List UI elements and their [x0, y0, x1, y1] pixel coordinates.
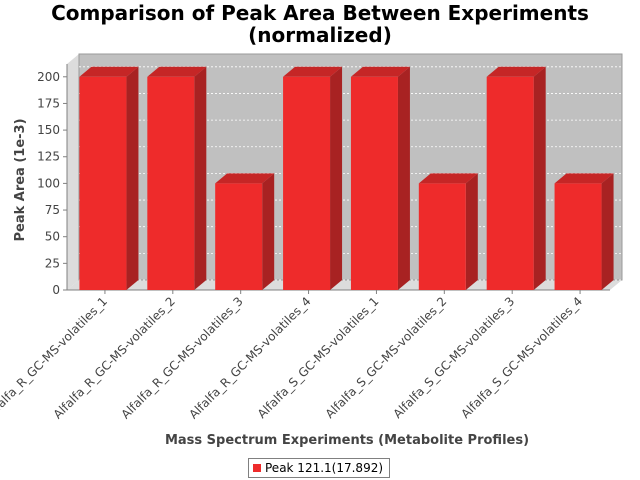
x-axis-ticks: Alfalfa_R_GC-MS-volatiles_1Alfalfa_R_GC-… [0, 290, 585, 422]
y-tick-label: 50 [45, 230, 60, 244]
bar [350, 76, 398, 290]
bar-top [147, 66, 207, 77]
bar-side [194, 66, 207, 290]
bar-top [486, 66, 546, 77]
y-tick-label: 25 [45, 256, 60, 270]
x-tick-label: Alfalfa_R_GC-MS-volatiles_4 [186, 294, 313, 421]
x-tick-label: Alfalfa_R_GC-MS-volatiles_1 [0, 294, 110, 421]
y-tick-label: 150 [37, 123, 60, 137]
chart-title-line1: Comparison of Peak Area Between Experime… [51, 1, 589, 25]
bar-top [554, 173, 614, 184]
y-tick-label: 175 [37, 96, 60, 110]
x-tick-label: Alfalfa_R_GC-MS-volatiles_2 [51, 294, 178, 421]
bar-top [215, 173, 275, 184]
plot-floor [67, 280, 622, 290]
y-tick-label: 100 [37, 176, 60, 190]
y-tick-label: 200 [37, 70, 60, 84]
bar-side [533, 66, 546, 290]
bar-side [330, 66, 343, 290]
x-tick-label: Alfalfa_S_GC-MS-volatiles_2 [323, 294, 450, 421]
bar [147, 76, 195, 290]
bar-top [350, 66, 410, 77]
bar [79, 76, 127, 290]
y-axis-ticks: 0 25 50 75 100 125 150 175 200 [37, 70, 67, 297]
legend: Peak 121.1(17.892) [248, 458, 391, 478]
bar [418, 183, 466, 290]
bar-side [465, 173, 478, 290]
x-axis-label: Mass Spectrum Experiments (Metabolite Pr… [165, 433, 529, 448]
y-axis-label: Peak Area (1e-3) [13, 118, 28, 241]
plot-left-wall [67, 54, 79, 290]
bar-side [126, 66, 139, 290]
chart-title-line2: (normalized) [248, 23, 392, 47]
bar-top [79, 66, 139, 77]
bar [283, 76, 331, 290]
bar-top [418, 173, 478, 184]
bar-side [601, 173, 614, 290]
bar-top [283, 66, 343, 77]
y-tick-label: 0 [52, 283, 60, 297]
chart-title: Comparison of Peak Area Between Experime… [0, 2, 640, 46]
bar [215, 183, 263, 290]
x-tick-label: Alfalfa_R_GC-MS-volatiles_3 [118, 294, 245, 421]
legend-swatch [253, 464, 261, 472]
legend-label: Peak 121.1(17.892) [265, 461, 384, 475]
bar-side [262, 173, 275, 290]
bars [79, 66, 614, 290]
y-tick-label: 75 [45, 203, 60, 217]
x-tick-label: Alfalfa_S_GC-MS-volatiles_1 [255, 294, 382, 421]
y-tick-label: 125 [37, 150, 60, 164]
x-tick-label: Alfalfa_S_GC-MS-volatiles_3 [390, 294, 517, 421]
x-tick-label: Alfalfa_S_GC-MS-volatiles_4 [458, 294, 585, 421]
bar-side [397, 66, 410, 290]
bar [486, 76, 534, 290]
bar [554, 183, 602, 290]
